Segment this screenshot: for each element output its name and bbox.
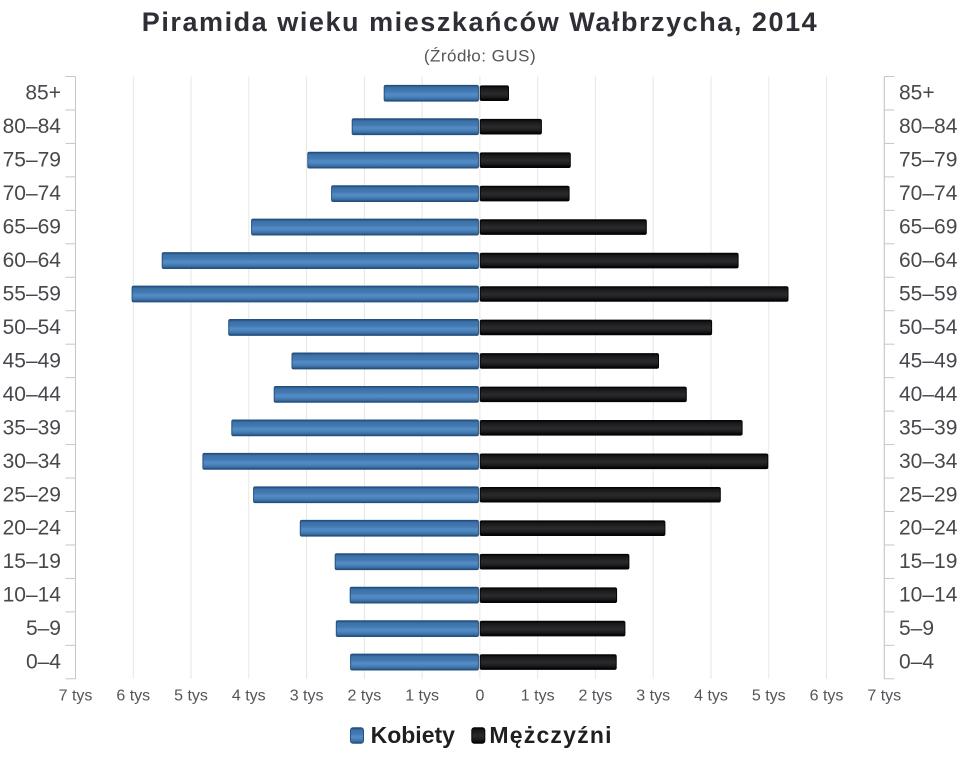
svg-text:Mężczyźni: Mężczyźni [489,722,612,748]
svg-text:40–44: 40–44 [3,383,62,406]
svg-text:3 tys: 3 tys [636,687,670,704]
svg-text:10–14: 10–14 [3,584,62,607]
svg-text:5 tys: 5 tys [174,687,208,704]
svg-text:35–39: 35–39 [3,416,61,439]
svg-text:25–29: 25–29 [3,483,61,506]
svg-text:5 tys: 5 tys [752,687,786,704]
svg-text:(Źródło: GUS): (Źródło: GUS) [424,47,536,66]
svg-text:75–79: 75–79 [899,149,957,172]
svg-text:45–49: 45–49 [899,349,957,372]
svg-text:35–39: 35–39 [899,416,957,439]
svg-text:40–44: 40–44 [899,383,958,406]
svg-text:70–74: 70–74 [899,182,958,205]
svg-text:6 tys: 6 tys [116,687,150,704]
svg-text:60–64: 60–64 [899,249,958,272]
svg-text:1 tys: 1 tys [405,687,439,704]
svg-text:5–9: 5–9 [899,617,934,640]
svg-text:50–54: 50–54 [899,316,958,339]
svg-text:70–74: 70–74 [3,182,62,205]
svg-text:10–14: 10–14 [899,584,958,607]
svg-text:0: 0 [475,687,484,704]
svg-text:6 tys: 6 tys [810,687,844,704]
svg-text:3 tys: 3 tys [290,687,324,704]
svg-text:85+: 85+ [25,82,61,105]
svg-text:4 tys: 4 tys [232,687,266,704]
svg-text:7 tys: 7 tys [867,687,901,704]
svg-text:20–24: 20–24 [899,517,958,540]
svg-text:0–4: 0–4 [899,651,934,674]
svg-text:30–34: 30–34 [3,450,62,473]
svg-text:Piramida wieku mieszkańców Wał: Piramida wieku mieszkańców Wałbrzycha, 2… [142,7,818,37]
svg-text:55–59: 55–59 [899,283,957,306]
svg-text:75–79: 75–79 [3,149,61,172]
svg-text:0–4: 0–4 [26,651,61,674]
svg-text:7 tys: 7 tys [59,687,93,704]
svg-text:2 tys: 2 tys [348,687,382,704]
svg-text:15–19: 15–19 [3,550,61,573]
svg-text:30–34: 30–34 [899,450,958,473]
svg-text:80–84: 80–84 [3,115,62,138]
svg-text:55–59: 55–59 [3,283,61,306]
svg-text:1 tys: 1 tys [521,687,555,704]
svg-text:5–9: 5–9 [26,617,61,640]
svg-text:2 tys: 2 tys [579,687,613,704]
svg-text:20–24: 20–24 [3,517,62,540]
svg-text:50–54: 50–54 [3,316,62,339]
svg-text:65–69: 65–69 [899,216,957,239]
svg-text:25–29: 25–29 [899,483,957,506]
svg-text:4 tys: 4 tys [694,687,728,704]
svg-text:45–49: 45–49 [3,349,61,372]
svg-text:65–69: 65–69 [3,216,61,239]
svg-text:15–19: 15–19 [899,550,957,573]
svg-text:80–84: 80–84 [899,115,958,138]
svg-text:85+: 85+ [899,82,935,105]
svg-text:Kobiety: Kobiety [371,722,456,748]
svg-text:60–64: 60–64 [3,249,62,272]
